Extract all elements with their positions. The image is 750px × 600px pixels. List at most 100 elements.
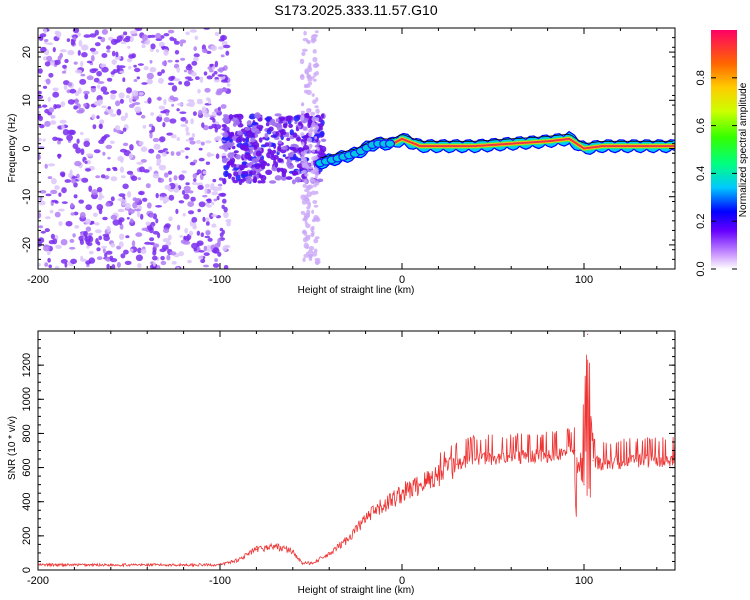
spectrogram-cluster-blob [276,167,281,173]
spectrogram-cluster-blob [319,130,325,137]
spectrogram-noise-blob [110,176,118,182]
spectrogram-noise-blob [38,137,42,142]
spectrogram-noise-blob [191,133,196,138]
spectrogram-noise-blob [213,198,218,202]
spectrogram-noise-blob [135,28,143,32]
spectrogram-noise-blob [61,201,68,205]
spectrogram-column-blob [302,169,307,174]
spectrogram-noise-blob [60,259,68,264]
spectrogram-column-blob [308,166,314,170]
spectrogram-noise-blob [89,33,97,38]
snr-data-point [456,463,458,465]
spectrogram-noise-blob [220,54,225,58]
spectrogram-noise-blob [116,64,120,72]
y-tick-label: 800 [21,424,33,442]
spectrogram-noise-blob [47,96,51,102]
spectrogram-noise-blob [213,79,220,83]
spectrogram-noise-blob [136,161,144,165]
spectrogram-noise-blob [202,170,207,175]
spectrogram-noise-blob [225,218,232,223]
spectrogram-column-blob [312,99,317,105]
spectrogram-cluster-blob [265,122,270,127]
spectrogram-noise-blob [142,197,148,202]
spectrogram-cluster-blob [258,127,263,132]
spectrogram-noise-blob [44,61,51,67]
spectrogram-column-blob [306,75,312,79]
spectrogram-noise-blob [226,221,231,227]
spectrogram-noise-blob [206,75,213,80]
spectrogram-noise-blob [221,204,225,209]
colorbar-tick-label: 0.2 [695,214,707,229]
spectrogram-noise-blob [118,217,125,223]
spectrogram-noise-blob [80,255,84,262]
spectrogram-noise-blob [175,59,180,63]
spectrogram-noise-blob [110,140,115,144]
spectrogram-noise-blob [84,161,88,164]
spectrogram-noise-blob [141,34,148,41]
spectrogram-cluster-blob [259,163,264,168]
spectrogram-cluster-blob [254,132,259,138]
spectrogram-noise-blob [156,265,161,269]
spectrogram-cluster-blob [239,143,244,149]
spectrogram-noise-blob [193,178,197,182]
spectrogram-column-blob [305,201,311,205]
spectrogram-noise-blob [70,212,75,216]
spectrogram-noise-blob [113,167,118,172]
spectrogram-column-blob [306,89,312,96]
spectrogram-noise-blob [97,241,101,246]
spectrogram-noise-blob [71,178,76,184]
spectrogram-noise-blob [210,185,216,191]
spectrogram-cluster-blob [274,175,282,181]
spectrogram-noise-blob [210,45,217,51]
spectrogram-column-blob [315,181,320,186]
spectrogram-noise-blob [158,41,165,48]
spectrogram-column-blob [311,156,316,161]
spectrogram-cluster-blob [289,129,294,136]
spectrogram-noise-blob [176,151,181,156]
spectrogram-noise-blob [54,185,60,190]
spectrogram-noise-blob [161,244,169,250]
colorbar-ticks: 0.0 0.2 0.4 0.6 0.8 [695,70,737,277]
spectrogram-noise-blob [64,58,69,64]
spectrogram-noise-blob [48,107,55,113]
spectrogram-noise-blob [187,99,195,103]
spectrogram-noise-blob [40,230,46,234]
spectrogram-noise-blob [69,169,73,175]
spectrogram-noise-blob [88,185,93,192]
spectrogram-noise-blob [155,38,163,41]
spectrogram-noise-blob [98,139,105,144]
spectrogram-column-blob [303,196,310,202]
x-tick-label: 100 [575,274,593,286]
spectrogram-noise-blob [163,49,169,56]
spectrogram-noise-blob [214,258,219,263]
spectrogram-noise-blob [136,211,141,218]
spectrogram-noise-blob [160,260,167,266]
spectrogram-noise-blob [141,44,146,49]
spectrogram-noise-blob [198,157,205,162]
x-tick-label: 0 [399,575,405,587]
spectrogram-noise-blob [91,189,98,196]
spectrogram-noise-blob [190,118,194,125]
spectrogram-cluster-blob [292,132,298,138]
spectrogram-cluster-blob [258,137,263,143]
snr-data-point [547,455,549,457]
spectrogram-noise-blob [69,246,76,250]
y-tick-label: 20 [21,46,33,58]
spectrogram-noise-blob [125,95,130,99]
spectrogram-cluster-blob [270,118,276,124]
spectrogram-noise-blob [187,201,195,208]
spectrogram-noise-blob [211,123,218,129]
spectrogram-column-blob [310,178,317,182]
spectrogram-noise-blob [185,126,189,133]
spectrogram-noise-blob [165,112,169,116]
spectrogram-noise-blob [222,245,228,252]
snr-data-point [401,492,403,494]
spectrogram-noise-blob [119,233,125,240]
spectrogram-noise-blob [171,85,178,92]
spectrogram-noise-blob [47,163,56,167]
spectrogram-noise-blob [222,198,227,204]
spectrogram-noise-blob [141,82,148,85]
spectrogram-noise-blob [67,82,73,87]
spectrogram-column-blob [314,259,321,265]
spectrogram-noise-blob [74,225,80,229]
